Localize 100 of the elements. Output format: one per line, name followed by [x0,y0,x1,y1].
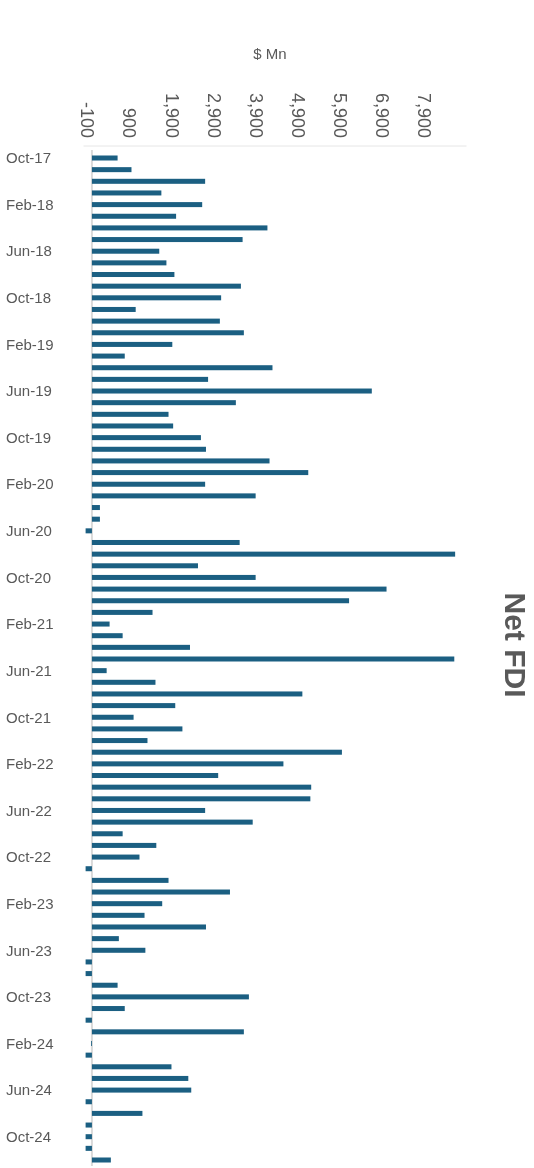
bar [91,505,100,511]
bar [91,1075,189,1081]
bar [91,470,309,476]
bar [91,563,198,569]
bar [91,341,173,347]
bar [91,761,284,767]
x-axis-title: $ Mn [253,45,287,62]
bar [91,213,177,219]
y-tick-label: Oct-21 [6,708,52,726]
y-tick-label: Oct-19 [6,428,52,446]
bar [91,1006,125,1012]
y-tick-label: Feb-22 [6,755,54,773]
bar [91,994,249,1000]
bar [91,901,163,907]
bar [91,318,220,324]
y-tick-label: Oct-17 [6,149,52,167]
y-tick-label: Oct-23 [6,988,52,1006]
bar [91,446,206,452]
bar [91,679,156,685]
y-tick-label: Feb-24 [6,1034,54,1052]
bar [85,1122,92,1128]
bar [91,703,176,709]
bar [91,924,206,930]
bar [91,784,312,790]
bar [91,656,455,662]
bar [91,586,387,592]
bar [91,831,123,837]
bar [91,1110,143,1116]
bar [91,202,203,208]
bar [85,971,92,977]
bar [91,481,206,487]
x-tick-label: 2,900 [203,92,224,138]
bar [91,773,219,779]
y-tick-label: Oct-20 [6,568,52,586]
bar [91,190,162,196]
bar [91,749,342,755]
bar [91,551,456,557]
bar [91,714,134,720]
bar [91,842,157,848]
bar [91,1064,172,1070]
y-tick-label: Feb-23 [6,894,54,912]
y-tick-label: Feb-19 [6,335,54,353]
bar [91,691,303,697]
bar [91,726,183,732]
bar [91,237,243,243]
bar [91,330,244,336]
bar [91,574,256,580]
y-tick-label: Jun-20 [6,522,52,540]
bar [91,621,110,627]
bar [91,388,372,394]
y-tick-label: Jun-22 [6,801,52,819]
bar [85,1134,92,1140]
bar [91,609,153,615]
x-tick-label: 5,900 [329,92,350,138]
bar [85,1099,92,1105]
bar [91,272,175,278]
bar [91,644,190,650]
bar [91,982,118,988]
bar [91,1029,244,1035]
x-tick-label: -100 [77,101,98,138]
bar [91,877,169,883]
bar [91,295,222,301]
bar [91,376,209,382]
bar [91,493,256,499]
bar [91,423,174,429]
bar [91,155,118,161]
y-tick-label: Jun-23 [6,941,52,959]
bar [91,435,201,441]
x-tick-label: 1,900 [161,92,182,138]
bar [91,738,148,744]
bar [91,306,136,312]
x-tick-label: 3,900 [245,92,266,138]
y-tick-label: Oct-18 [6,289,52,307]
y-tick-label: Jun-18 [6,242,52,260]
x-tick-label: 6,900 [372,92,393,138]
y-tick-label: Oct-24 [6,1127,52,1145]
bar [91,260,167,266]
y-tick-label: Feb-21 [6,615,54,633]
bar [91,283,241,289]
y-tick-label: Jun-19 [6,382,52,400]
bar [91,1157,111,1163]
y-tick-label: Feb-18 [6,195,54,213]
bar [91,365,273,371]
y-tick-label: Jun-24 [6,1081,52,1099]
y-tick-label: Jun-21 [6,661,52,679]
bar [91,178,206,184]
bar [91,516,100,522]
bar [91,225,268,231]
bar [91,819,253,825]
bar [91,889,230,895]
bar [91,633,123,639]
x-tick-label: 7,900 [414,92,435,138]
bar [91,248,160,254]
bar [91,936,119,942]
bar [91,1087,192,1093]
bar [85,1017,92,1023]
bar [91,668,107,674]
bar [85,1052,92,1058]
bar [85,528,92,534]
bar [85,959,92,965]
